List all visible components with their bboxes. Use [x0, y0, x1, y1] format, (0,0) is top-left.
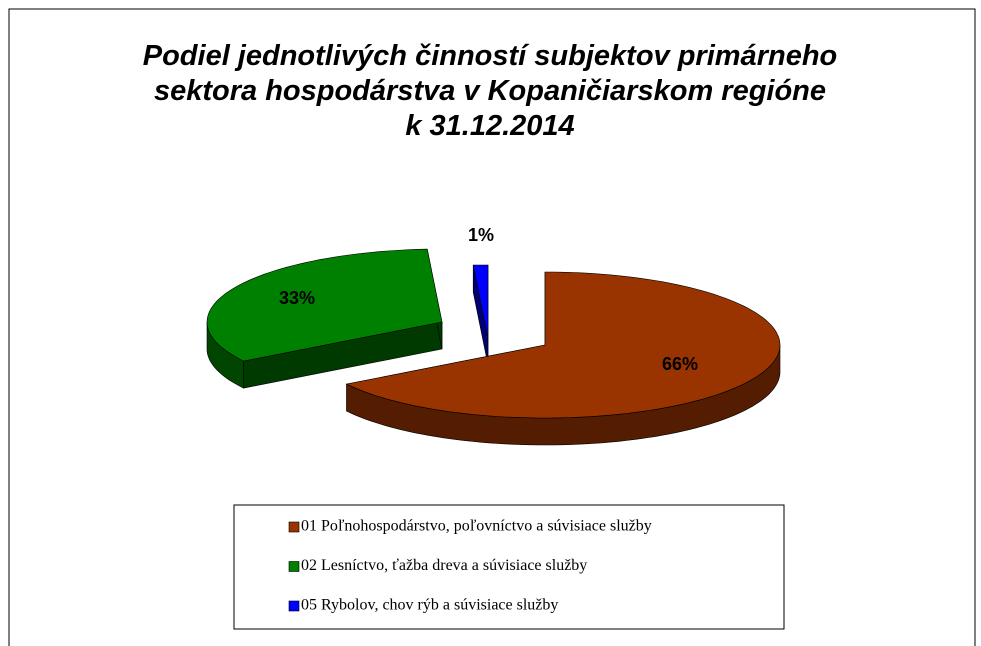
pie-slice [472, 264, 489, 366]
chart-border [8, 8, 976, 646]
slice-top [345, 271, 781, 419]
legend-label: 05 Rybolov, chov rýb a súvisiace služby [301, 597, 558, 614]
legend-label: 01 Poľnohospodárstvo, poľovníctvo a súvi… [301, 518, 652, 535]
pie-slice [345, 271, 781, 446]
legend-swatch [288, 521, 300, 533]
slice-top [472, 264, 489, 339]
data-label: 1% [468, 225, 494, 245]
chart-title: Podiel jednotlivých činností subjektov p… [143, 40, 838, 142]
data-label: 33% [279, 288, 315, 308]
legend-swatch [288, 600, 300, 612]
legend-swatch [288, 561, 300, 572]
slice-top [206, 248, 443, 362]
pie-slice [206, 248, 443, 389]
data-label: 66% [662, 354, 698, 374]
legend-box [233, 504, 785, 630]
legend-label: 02 Lesníctvo, ťažba dreva a súvisiace sl… [301, 557, 587, 574]
